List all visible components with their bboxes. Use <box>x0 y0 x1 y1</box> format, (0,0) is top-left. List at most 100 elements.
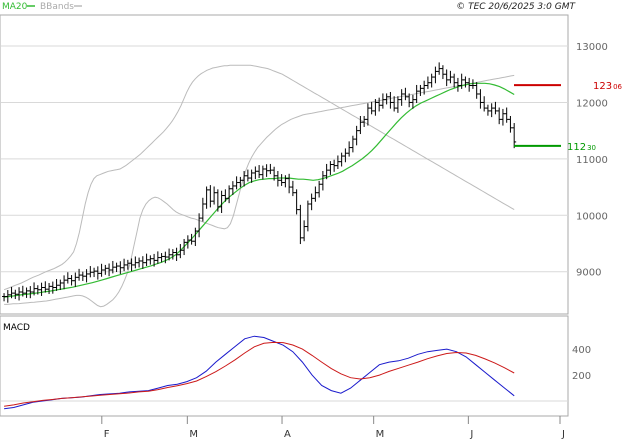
price-tick-label: 10000 <box>576 211 608 222</box>
ohlc-bar <box>328 161 333 175</box>
ohlc-bar <box>77 268 82 281</box>
ohlc-bar <box>264 164 269 177</box>
ohlc-bar <box>99 263 104 277</box>
ohlc-bar <box>118 261 123 274</box>
ohlc-bar <box>489 103 494 118</box>
ohlc-bar <box>399 89 404 106</box>
ohlc-bar <box>122 258 127 272</box>
ohlc-bar <box>343 148 348 163</box>
ohlc-bar <box>35 285 40 295</box>
ohlc-bar <box>152 253 157 267</box>
target-label-decimal: 06 <box>613 83 622 91</box>
month-label: A <box>284 429 291 440</box>
ohlc-bar <box>238 176 243 188</box>
ohlc-bar <box>54 279 59 291</box>
ohlc-bar <box>272 166 277 181</box>
ohlc-bar <box>92 267 97 278</box>
macd-lines <box>4 335 515 410</box>
ohlc-bar <box>347 141 352 157</box>
target-levels: 12306 11230 <box>514 81 623 153</box>
ohlc-bar <box>508 115 513 133</box>
ohlc-bar <box>440 65 445 80</box>
ohlc-bar <box>422 80 427 95</box>
ohlc-bar <box>155 251 160 264</box>
ohlc-bar <box>512 123 517 149</box>
target-label: 12306 <box>593 81 623 92</box>
ohlc-bars <box>2 62 517 303</box>
ohlc-bar <box>279 174 284 186</box>
ohlc-bar <box>133 256 138 269</box>
ohlc-bar <box>384 93 389 105</box>
price-tick-label: 13000 <box>576 42 608 53</box>
ohlc-bar <box>242 170 247 187</box>
ohlc-bar <box>62 275 67 290</box>
ohlc-bar <box>223 189 228 202</box>
ohlc-bar <box>39 282 44 296</box>
bollinger-bands <box>3 64 515 308</box>
y-axis-labels: 13000 12000 11000 10000 9000 400 200 <box>572 42 608 382</box>
ohlc-bar <box>373 99 378 116</box>
bb-lower-line <box>4 74 515 308</box>
ohlc-bar <box>227 185 232 204</box>
ohlc-bar <box>230 181 235 195</box>
ohlc-bar <box>200 197 205 222</box>
target-label-decimal: 30 <box>587 144 596 152</box>
ohlc-bar <box>298 204 303 245</box>
ohlc-bar <box>114 262 119 272</box>
macd-tick-label: 400 <box>572 345 591 356</box>
ohlc-bar <box>148 255 153 265</box>
ohlc-bar <box>253 166 258 180</box>
ohlc-bar <box>249 169 254 183</box>
ohlc-bar <box>467 77 472 92</box>
ohlc-bar <box>107 263 112 277</box>
ohlc-bar <box>485 104 490 116</box>
price-grid <box>1 45 568 273</box>
macd-series-signal <box>4 341 515 407</box>
ohlc-bar <box>5 290 10 303</box>
ohlc-bar <box>163 251 168 264</box>
ohlc-bar <box>309 193 314 211</box>
ohlc-bar <box>302 220 307 242</box>
ohlc-bar <box>50 281 55 294</box>
ohlc-bar <box>437 62 442 75</box>
ohlc-bar <box>174 247 179 261</box>
ohlc-bar <box>444 69 449 87</box>
copyright-text: © TEC 20/6/2025 3:0 GMT <box>456 2 576 12</box>
price-panel-border <box>0 14 569 315</box>
ohlc-bar <box>159 253 164 263</box>
ohlc-bar <box>429 73 434 88</box>
ohlc-bar <box>140 256 145 269</box>
ohlc-bar <box>47 282 52 294</box>
ohlc-bar <box>332 159 337 172</box>
bb-upper-line <box>3 64 515 291</box>
ma-legend-label: MA20 <box>2 2 28 12</box>
ohlc-bar <box>354 125 359 146</box>
macd-tick-label: 200 <box>572 371 591 382</box>
ohlc-bar <box>305 200 310 232</box>
ohlc-bar <box>208 185 213 208</box>
ohlc-bar <box>73 272 78 287</box>
ohlc-bar <box>144 253 149 267</box>
ohlc-bar <box>324 163 329 180</box>
ohlc-bar <box>197 213 202 238</box>
month-label: F <box>104 429 110 440</box>
macd-panel-border <box>0 315 569 417</box>
ohlc-bar <box>414 84 419 104</box>
ohlc-bar <box>459 73 464 89</box>
ohlc-bar <box>189 233 194 245</box>
ohlc-bar <box>28 286 33 299</box>
ohlc-bar <box>433 66 438 84</box>
ohlc-bar <box>474 82 479 99</box>
target-label-main: 123 <box>593 81 612 92</box>
ohlc-bar <box>500 108 505 126</box>
ohlc-bar <box>463 76 468 88</box>
ohlc-bar <box>24 287 29 298</box>
price-tick-label: 9000 <box>576 268 601 279</box>
ohlc-bar <box>167 248 172 261</box>
ohlc-bar <box>455 77 460 92</box>
ohlc-bar <box>407 93 412 108</box>
ohlc-bar <box>478 89 483 109</box>
target-label: 11230 <box>567 142 596 153</box>
